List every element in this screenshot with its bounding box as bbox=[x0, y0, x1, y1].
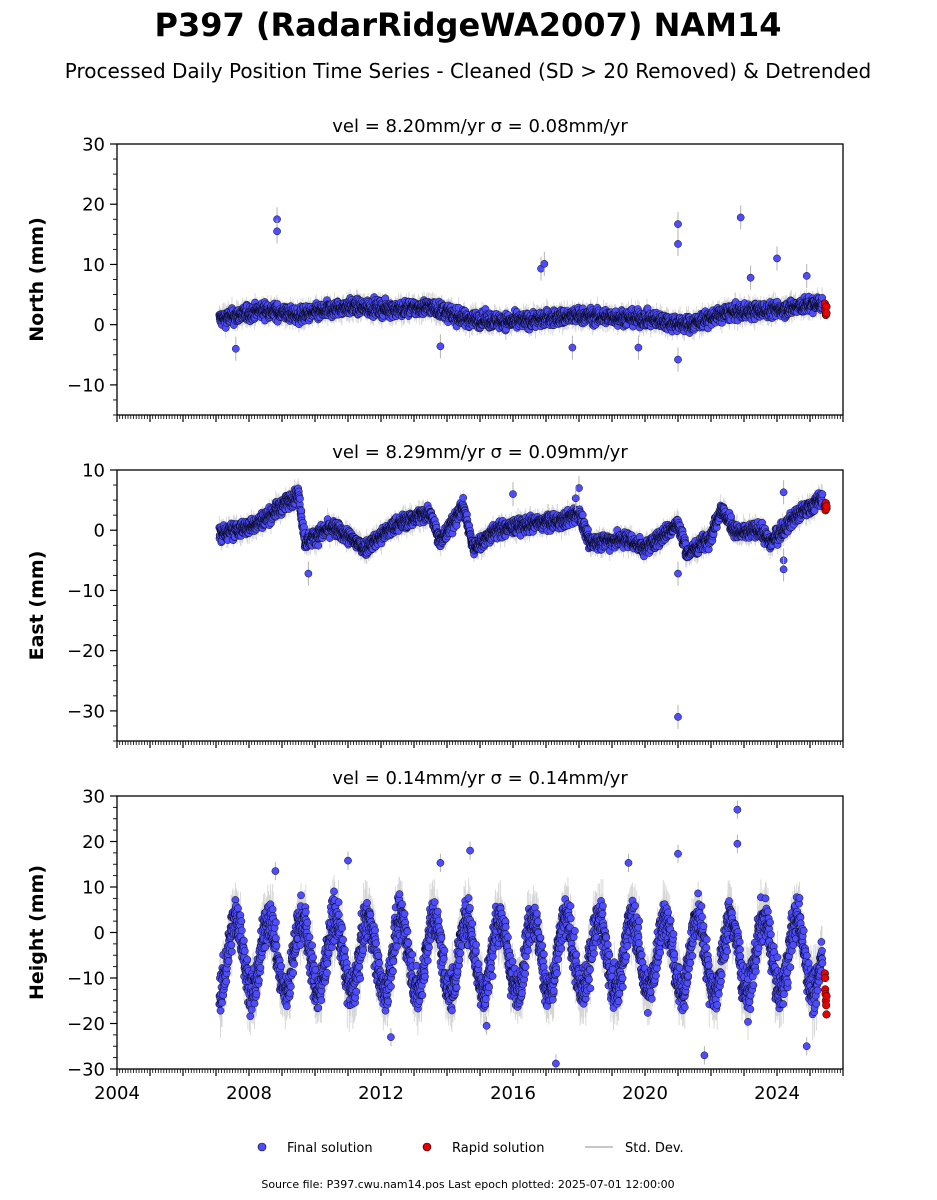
y-tick-label: 20 bbox=[82, 195, 105, 216]
final-point-outlier bbox=[568, 343, 577, 352]
final-point-outlier bbox=[273, 227, 281, 236]
final-point bbox=[314, 541, 323, 550]
ylabel-east: East (mm) bbox=[26, 551, 48, 661]
y-ticks-north: −10 0 10 20 30 bbox=[67, 135, 117, 416]
panel-title-east: vel = 8.29mm/yr σ = 0.09mm/yr bbox=[332, 442, 628, 463]
final-point-outlier bbox=[231, 344, 240, 353]
final-point-outlier bbox=[802, 272, 811, 280]
rapid-point bbox=[822, 309, 831, 318]
final-point bbox=[459, 493, 468, 502]
final-point-outlier bbox=[436, 342, 445, 351]
x-ticks-north bbox=[116, 415, 844, 422]
y-tick-label: 0 bbox=[94, 315, 105, 336]
y-tick-label: 30 bbox=[82, 135, 105, 156]
axes-frame-north bbox=[116, 143, 844, 416]
final-point-outlier bbox=[773, 254, 781, 263]
figure-subtitle: Processed Daily Position Time Series - C… bbox=[65, 59, 871, 83]
final-point-outlier bbox=[736, 213, 745, 222]
figure-title: P397 (RadarRidgeWA2007) NAM14 bbox=[154, 6, 781, 44]
rapid-points-north bbox=[820, 299, 831, 320]
plot-area-north bbox=[215, 205, 831, 372]
y-tick-label: 10 bbox=[82, 255, 105, 276]
ylabel-north: North (mm) bbox=[26, 217, 48, 342]
final-points-north bbox=[215, 205, 827, 372]
final-point bbox=[452, 521, 461, 530]
final-point-outlier bbox=[540, 260, 549, 268]
final-point-outlier bbox=[674, 355, 682, 364]
final-point-outlier bbox=[634, 343, 643, 352]
panel-title-north: vel = 8.20mm/yr σ = 0.08mm/yr bbox=[332, 116, 628, 137]
plot-area-east bbox=[215, 476, 831, 729]
y-tick-label: −10 bbox=[67, 375, 105, 396]
final-point bbox=[296, 494, 304, 503]
final-point-outlier bbox=[746, 273, 755, 282]
final-point-outlier bbox=[674, 240, 682, 248]
final-point-outlier bbox=[674, 220, 682, 228]
final-points-east bbox=[215, 476, 827, 729]
